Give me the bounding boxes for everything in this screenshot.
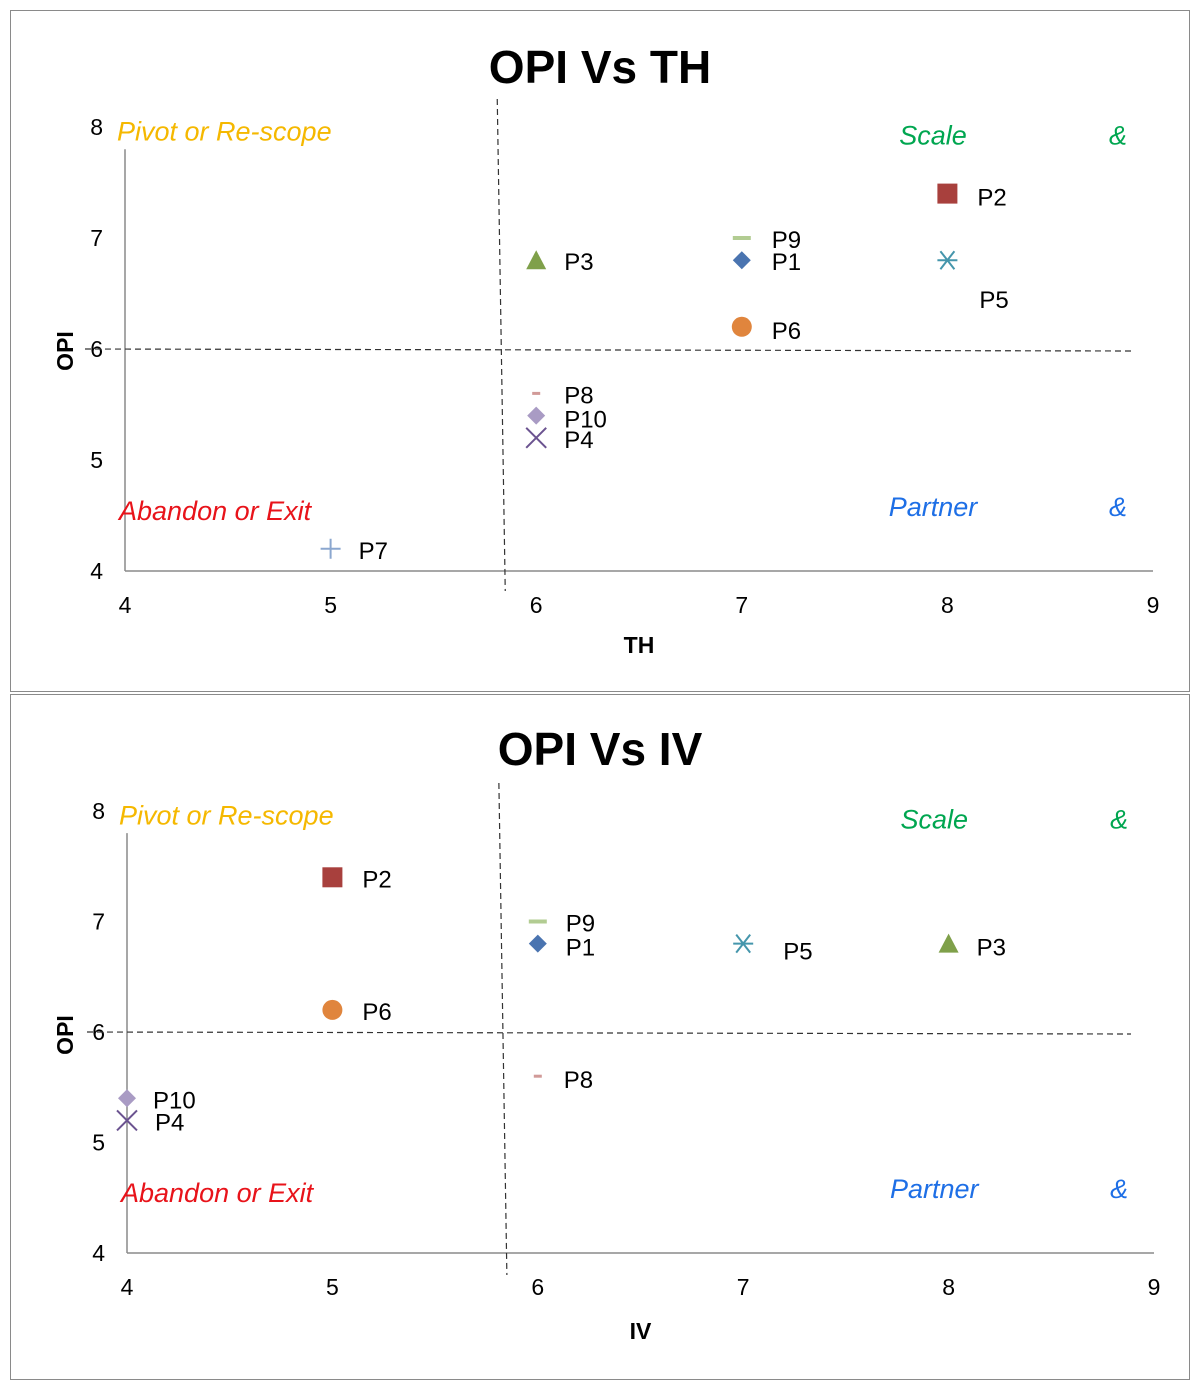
x-tick-label: 6 xyxy=(531,1274,544,1300)
quadrant-label-pivot: Pivot or Re-scope xyxy=(117,117,332,147)
quadrant-label-abandon: Abandon or Exit xyxy=(119,1178,315,1208)
point-label: P3 xyxy=(977,935,1006,962)
y-tick-label: 4 xyxy=(90,558,103,584)
chart-panel-opi-vs-iv: OPI Vs IV 4 5 6 7 8 9 4 5 6 7 8 IV OPI Pivot or Re-sc… xyxy=(10,694,1190,1380)
y-tick-label: 5 xyxy=(92,1130,105,1156)
data-point xyxy=(528,919,547,924)
quadrant-label-partner: Partner xyxy=(890,1174,980,1204)
point-label: P9 xyxy=(566,911,595,938)
point-label: P4 xyxy=(564,427,593,454)
threshold-line-y xyxy=(84,348,1132,352)
data-point xyxy=(532,391,541,395)
x-tick-label: 4 xyxy=(121,1274,134,1300)
point-label: P6 xyxy=(362,999,391,1026)
data-point xyxy=(528,934,547,953)
data-point xyxy=(525,427,547,449)
data-point xyxy=(118,1089,136,1108)
data-point xyxy=(732,251,751,270)
point-label: P7 xyxy=(359,538,388,565)
point-label: P1 xyxy=(772,249,801,276)
data-point xyxy=(322,867,343,888)
quadrant-label-scale: Scale xyxy=(899,121,967,151)
point-label: P10 xyxy=(564,407,607,434)
point-label: P4 xyxy=(155,1109,184,1136)
data-point xyxy=(937,183,958,204)
threshold-line-y xyxy=(86,1031,1132,1035)
y-tick-label: 8 xyxy=(92,798,105,824)
quadrant-label-scale-amp: & xyxy=(1110,805,1128,835)
x-tick-label: 7 xyxy=(737,1274,750,1300)
data-point xyxy=(937,250,958,270)
data-point xyxy=(322,999,343,1020)
data-point xyxy=(533,1074,542,1078)
x-tick-label: 9 xyxy=(1148,1274,1161,1300)
point-label: P5 xyxy=(783,939,812,966)
x-axis-label: IV xyxy=(630,1318,652,1344)
y-axis-label: OPI xyxy=(52,1015,78,1055)
point-label: P3 xyxy=(564,249,593,276)
x-tick-label: 9 xyxy=(1147,592,1160,618)
threshold-line-x xyxy=(498,782,508,1276)
x-tick-label: 6 xyxy=(530,592,543,618)
threshold-line-x xyxy=(496,98,506,592)
x-tick-label: 8 xyxy=(941,592,954,618)
data-point xyxy=(526,250,547,270)
point-label: P8 xyxy=(564,382,593,409)
data-point xyxy=(116,1109,138,1132)
y-tick-label: 4 xyxy=(92,1240,105,1266)
data-point xyxy=(938,933,959,953)
point-label: P9 xyxy=(772,227,801,254)
quadrant-label-scale: Scale xyxy=(900,805,968,835)
data-point xyxy=(731,316,752,337)
data-point xyxy=(733,933,754,954)
data-point xyxy=(527,406,546,425)
x-tick-label: 7 xyxy=(735,592,748,618)
data-point xyxy=(320,538,341,559)
point-label: P5 xyxy=(979,287,1008,314)
chart-title: OPI Vs TH xyxy=(489,41,711,93)
point-label: P10 xyxy=(153,1087,196,1114)
y-tick-label: 5 xyxy=(90,447,103,473)
y-tick-label: 7 xyxy=(90,225,103,251)
point-label: P6 xyxy=(772,318,801,345)
data-point xyxy=(732,236,751,240)
point-label: P8 xyxy=(564,1067,593,1094)
chart-title: OPI Vs IV xyxy=(498,723,703,775)
y-tick-label: 7 xyxy=(92,909,105,935)
point-label: P2 xyxy=(977,185,1006,212)
x-tick-label: 5 xyxy=(324,592,337,618)
x-tick-label: 4 xyxy=(119,592,132,618)
quadrant-label-partner-amp: & xyxy=(1109,492,1127,522)
point-label: P1 xyxy=(566,935,595,962)
quadrant-label-partner: Partner xyxy=(889,492,979,522)
chart-panel-opi-vs-th: OPI Vs TH 4 5 6 7 8 9 4 5 6 7 8 TH OPI Pivot or Re-sc… xyxy=(10,10,1190,692)
quadrant-label-pivot: Pivot or Re-scope xyxy=(119,801,334,831)
y-tick-label: 8 xyxy=(90,114,103,140)
x-axis-label: TH xyxy=(624,632,655,658)
quadrant-label-abandon: Abandon or Exit xyxy=(117,496,313,526)
quadrant-label-partner-amp: & xyxy=(1110,1174,1128,1204)
point-label: P2 xyxy=(362,866,391,893)
x-tick-label: 8 xyxy=(942,1274,955,1300)
x-tick-label: 5 xyxy=(326,1274,339,1300)
y-axis-label: OPI xyxy=(52,331,78,371)
quadrant-label-scale-amp: & xyxy=(1109,121,1127,151)
